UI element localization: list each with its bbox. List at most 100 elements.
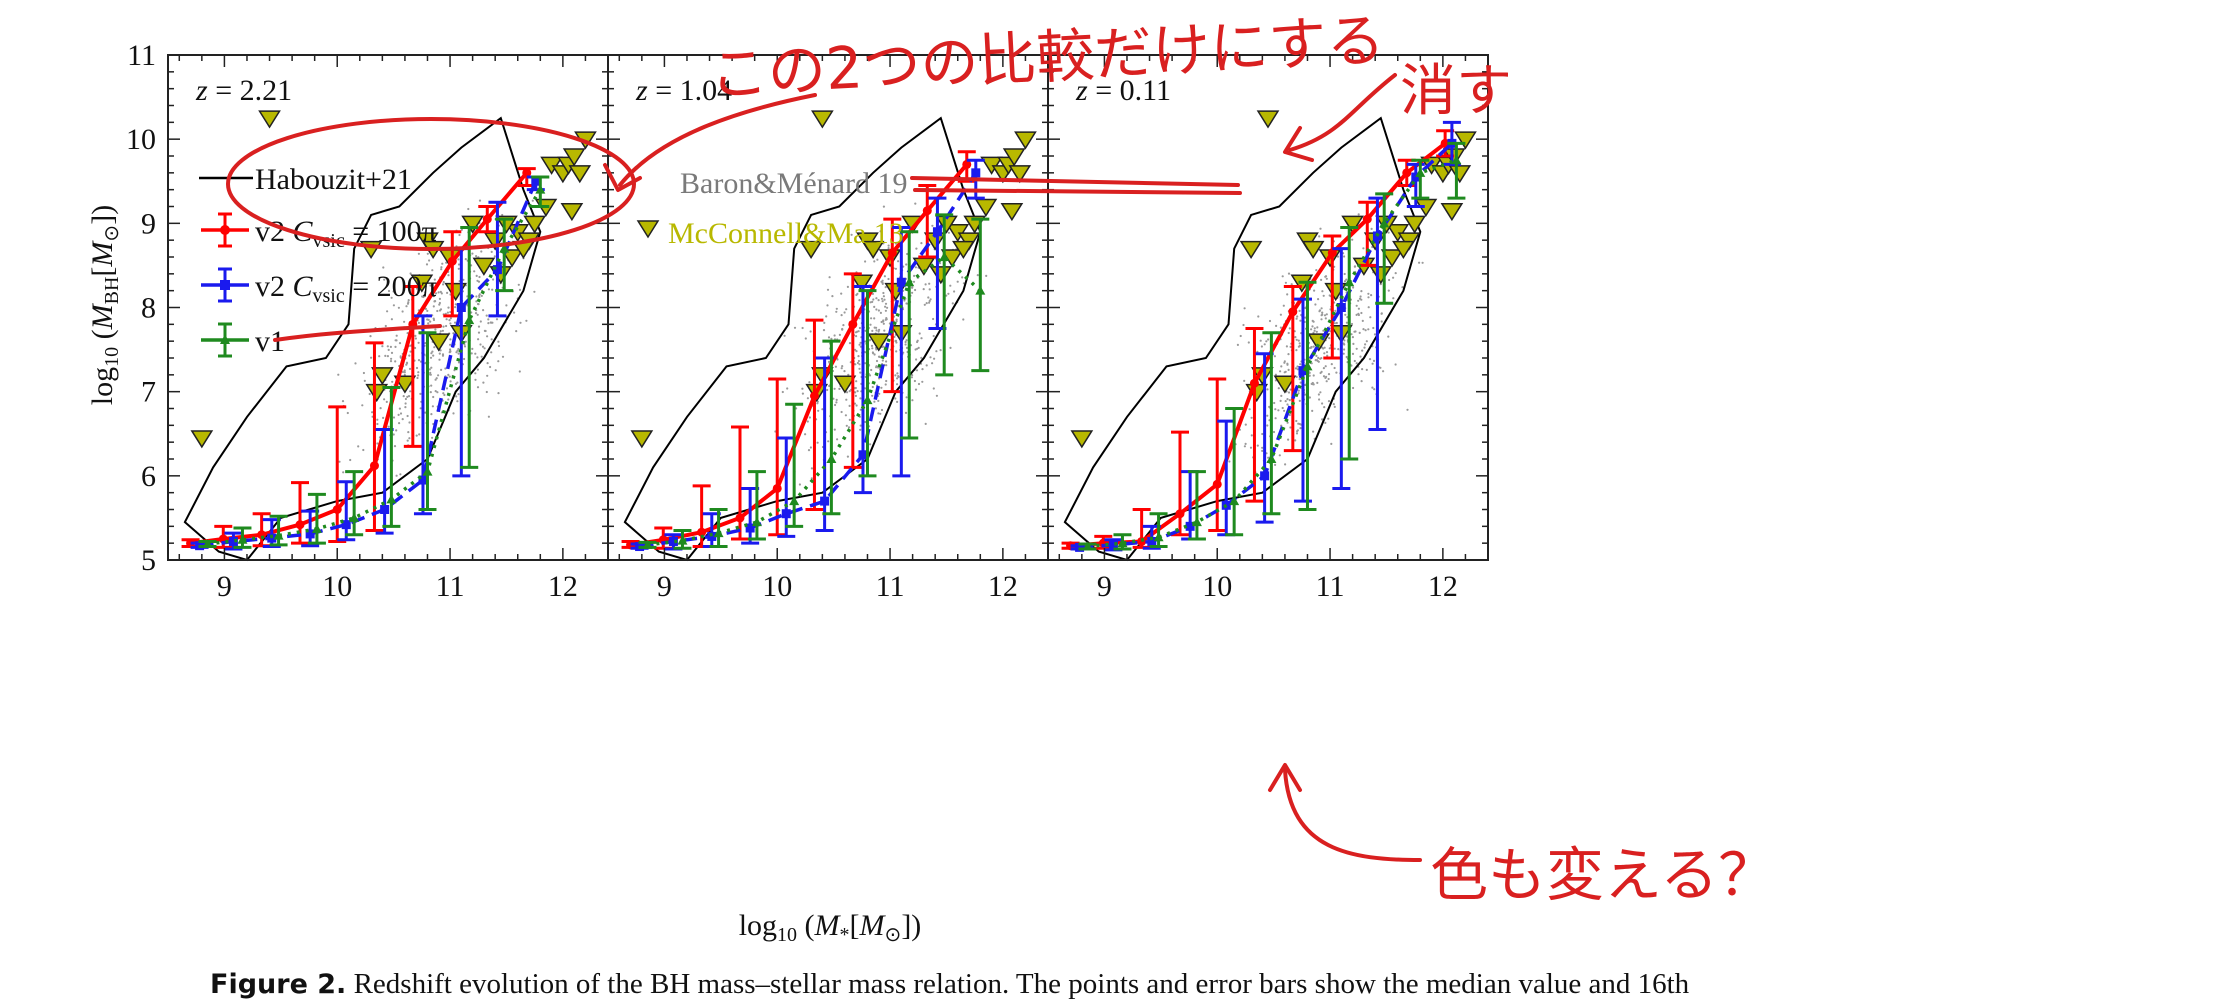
scatter-point: [406, 414, 409, 418]
scatter-point: [1322, 375, 1326, 378]
mcconnell-marker: [190, 430, 214, 449]
scatter-point: [337, 373, 340, 376]
scatter-point: [476, 313, 479, 316]
scatter-point: [1368, 358, 1372, 361]
scatter-point: [1333, 322, 1336, 325]
scatter-point: [446, 291, 449, 294]
scatter-point: [859, 428, 862, 431]
scatter-point: [473, 270, 476, 273]
scatter-point: [417, 359, 421, 362]
scatter-point: [341, 400, 345, 403]
scatter-point: [1314, 359, 1317, 362]
series-dashed: [1070, 120, 1461, 552]
scatter-point: [848, 404, 851, 407]
data-point: [1344, 277, 1355, 287]
scatter-point: [855, 350, 858, 353]
scatter-point: [1342, 342, 1345, 345]
annotation-arrow-mid-head: [1283, 126, 1314, 162]
scatter-point: [407, 431, 410, 434]
scatter-point: [490, 321, 493, 324]
scatter-point: [844, 414, 848, 417]
scatter-point: [1352, 386, 1355, 390]
scatter-point: [879, 412, 882, 415]
scatter-point: [1311, 381, 1314, 385]
scatter-point: [442, 392, 445, 395]
mcconnell-marker: [867, 333, 891, 352]
scatter-point: [1321, 290, 1324, 293]
scatter-point: [1280, 394, 1283, 397]
caption-text: Redshift evolution of the BH mass–stella…: [346, 968, 1690, 1000]
scatter-point: [917, 382, 921, 386]
mcconnell-marker: [833, 375, 857, 394]
scatter-point: [449, 380, 452, 383]
y-tick-label: 9: [141, 207, 156, 240]
scatter-point: [382, 266, 385, 269]
scatter-point: [439, 308, 443, 311]
data-point: [1327, 248, 1337, 258]
scatter-point: [383, 278, 386, 281]
series-solid: [1061, 129, 1455, 551]
scatter-point: [922, 288, 925, 291]
scatter-point: [1327, 373, 1331, 376]
scatter-point: [854, 394, 858, 397]
scatter-point: [914, 266, 918, 269]
scatter-point: [1298, 399, 1301, 402]
scatter-point: [1320, 307, 1323, 310]
data-point: [939, 252, 950, 261]
mcconnell-marker: [1014, 131, 1037, 150]
scatter-point: [390, 357, 393, 360]
scatter-point: [457, 393, 460, 396]
scatter-point: [850, 233, 853, 236]
scatter-point: [479, 343, 482, 346]
scatter-point: [1312, 430, 1315, 433]
data-point: [464, 315, 475, 325]
y-tick-label: 5: [141, 544, 156, 577]
scatter-point: [895, 350, 898, 353]
scatter-point: [391, 380, 394, 383]
scatter-point: [384, 324, 387, 328]
scatter-point: [490, 338, 493, 341]
scatter-point: [935, 350, 938, 353]
scatter-point: [489, 365, 492, 369]
scatter-point: [827, 440, 830, 443]
scatter-point: [1317, 356, 1320, 359]
scatter-point: [418, 433, 421, 436]
scatter-point: [1274, 463, 1277, 466]
scatter-point: [1283, 371, 1286, 374]
scatter-point: [920, 242, 923, 245]
scatter-point: [1288, 413, 1291, 417]
scatter-point: [424, 342, 427, 345]
scatter-point: [1250, 416, 1253, 419]
scatter-point: [840, 314, 843, 317]
scatter-point: [858, 317, 861, 320]
scatter-point: [409, 390, 412, 393]
scatter-point: [913, 274, 916, 277]
scatter-point: [464, 258, 467, 261]
annotation-text-bottom: 色も変える？: [1430, 841, 1776, 909]
scatter-point: [884, 305, 887, 308]
data-point: [1260, 471, 1270, 481]
data-point: [456, 303, 466, 312]
scatter-point: [440, 268, 443, 271]
x-tick-label: 12: [988, 570, 1018, 603]
scatter-point: [1277, 409, 1280, 412]
scatter-point: [408, 437, 411, 440]
scatter-point: [1299, 319, 1302, 322]
scatter-point: [1370, 227, 1373, 230]
mcconnell-marker: [1301, 240, 1325, 259]
scatter-point: [1394, 272, 1397, 275]
data-point: [962, 159, 972, 169]
scatter-point: [881, 359, 884, 362]
annotation-arrow-top-head: [603, 163, 642, 192]
scatter-point: [435, 377, 438, 380]
scatter-point: [1295, 432, 1299, 435]
scatter-point: [431, 269, 434, 272]
scatter-point: [403, 371, 406, 374]
scatter-point: [1337, 348, 1340, 351]
data-point: [1185, 521, 1195, 531]
scatter-point: [961, 276, 964, 279]
scatter-point: [845, 308, 848, 311]
scatter-point: [871, 329, 874, 332]
data-point: [422, 466, 433, 476]
scatter-point: [836, 358, 839, 361]
